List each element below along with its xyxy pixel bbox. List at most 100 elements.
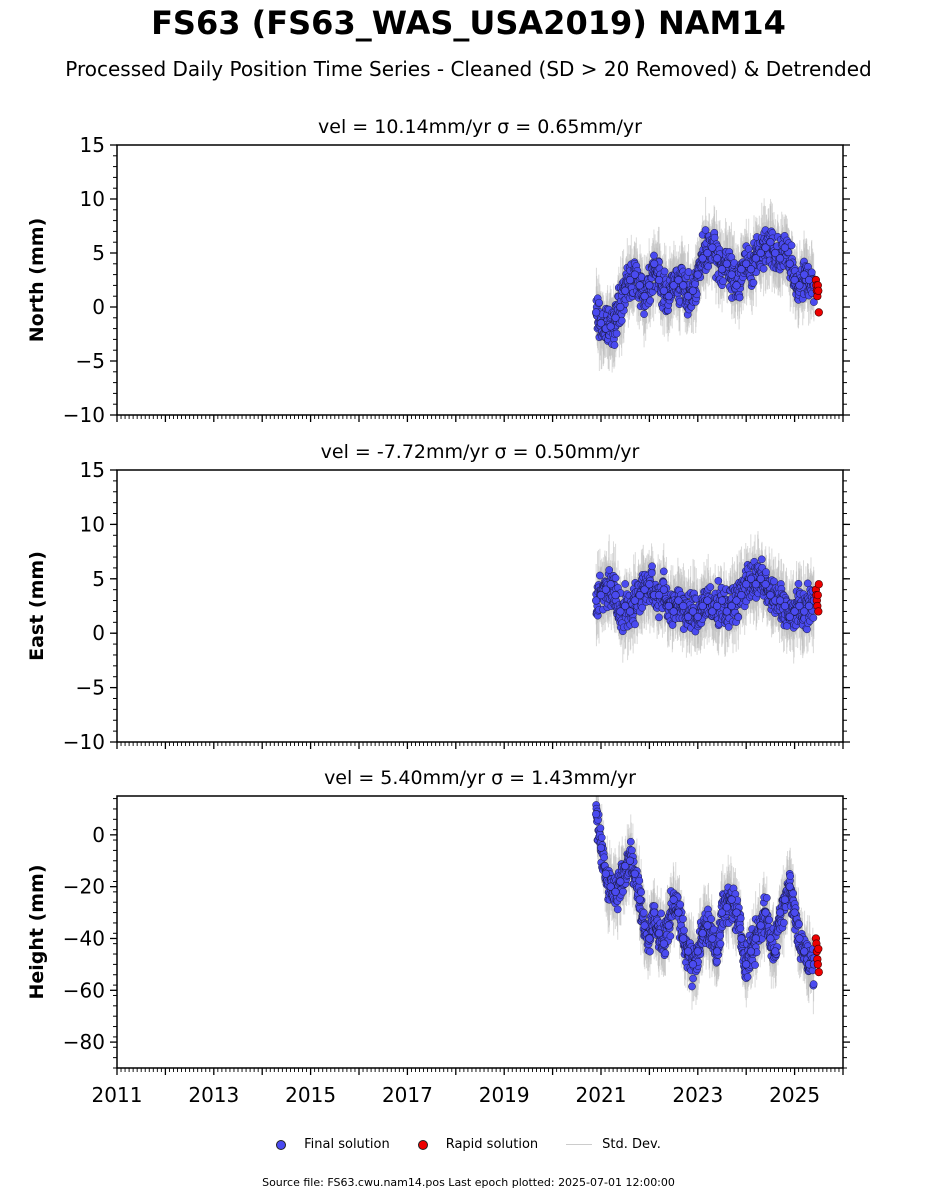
- final-solution-point: [638, 603, 647, 612]
- final-solution-point: [795, 281, 804, 290]
- final-solution-point: [646, 296, 655, 305]
- final-solution-point: [766, 591, 775, 600]
- final-solution-point: [713, 254, 722, 263]
- final-solution-point: [592, 308, 601, 317]
- final-solution-point: [771, 248, 780, 258]
- final-solution-point: [719, 277, 727, 286]
- final-solution-point: [708, 243, 717, 252]
- final-solution-point: [639, 908, 648, 917]
- final-solution-point: [698, 254, 707, 263]
- final-solution-point: [727, 270, 736, 279]
- final-solution-point: [613, 905, 622, 914]
- panel-title: vel = -7.72mm/yr σ = 0.50mm/yr: [321, 441, 640, 463]
- final-solution-point: [679, 281, 688, 290]
- final-solution-point: [635, 876, 644, 885]
- final-solution-point: [600, 853, 608, 862]
- y-tick-label: 15: [80, 458, 105, 482]
- chart-panel-height: vel = 5.40mm/yr σ = 1.43mm/yr Height (mm)…: [26, 767, 850, 1107]
- panel-title: vel = 5.40mm/yr σ = 1.43mm/yr: [324, 767, 636, 789]
- final-solution-point: [732, 596, 741, 605]
- rapid-solution-point: [813, 591, 822, 600]
- final-solution-point: [810, 298, 818, 306]
- final-solution-point: [648, 562, 656, 571]
- y-tick-label: 0: [92, 621, 105, 645]
- final-solution-point: [742, 259, 751, 268]
- final-solution-point: [751, 580, 760, 589]
- final-solution-point: [654, 591, 664, 600]
- final-solution-point: [734, 613, 743, 622]
- final-solution-point: [703, 248, 712, 258]
- rapid-solution-point: [814, 286, 823, 295]
- final-solution-point: [595, 298, 603, 307]
- final-solution-point: [809, 613, 818, 622]
- final-solution-point: [794, 579, 803, 588]
- final-solution-point: [640, 292, 649, 301]
- final-solution-point: [780, 601, 790, 611]
- final-solution-point: [635, 281, 644, 290]
- final-solution-point: [800, 607, 809, 616]
- final-solution-point: [611, 574, 620, 582]
- y-tick-label: 10: [80, 512, 105, 536]
- plot-area: [592, 796, 823, 1015]
- final-solution-point: [749, 278, 758, 287]
- final-solution-point: [800, 270, 809, 279]
- final-solution-point: [601, 585, 610, 594]
- final-solution-point: [688, 607, 698, 616]
- final-solution-point: [669, 281, 678, 290]
- y-axis-label: Height (mm): [26, 864, 48, 999]
- final-solution-point: [621, 286, 630, 295]
- final-solution-point: [679, 601, 688, 611]
- final-solution-point: [742, 580, 751, 589]
- y-tick-label: −10: [63, 730, 105, 754]
- final-solution-point: [657, 909, 665, 918]
- final-solution-point: [701, 226, 710, 234]
- final-solution-point: [627, 846, 636, 855]
- final-solution-point: [640, 585, 649, 594]
- final-solution-point: [616, 302, 625, 312]
- final-solution-point: [787, 241, 796, 250]
- final-solution-point: [596, 591, 606, 600]
- final-solution-point: [751, 254, 760, 263]
- final-solution-point: [693, 612, 702, 621]
- final-solution-point: [722, 607, 731, 616]
- y-tick-label: 0: [92, 295, 105, 319]
- final-solution-point: [669, 607, 678, 616]
- final-solution-point: [706, 583, 715, 591]
- final-solution-point: [631, 620, 639, 629]
- final-solution-point: [737, 591, 746, 600]
- final-solution-point: [674, 596, 683, 605]
- final-solution-point: [650, 259, 659, 268]
- final-solution-point: [659, 286, 669, 295]
- final-solution-point: [625, 607, 635, 616]
- figure-subtitle: Processed Daily Position Time Series - C…: [65, 57, 872, 81]
- y-axis-label: East (mm): [26, 551, 48, 661]
- final-solution-point: [704, 262, 713, 271]
- y-tick-label: 5: [92, 241, 105, 265]
- final-solution-point: [795, 601, 804, 611]
- final-solution-point: [698, 601, 707, 611]
- y-tick-label: 10: [80, 187, 105, 211]
- final-solution-point: [660, 267, 669, 276]
- final-solution-point: [713, 601, 722, 611]
- final-solution-point: [674, 275, 683, 285]
- final-solution-point: [621, 580, 630, 588]
- final-solution-point: [645, 580, 654, 589]
- final-solution-point: [757, 555, 766, 564]
- final-solution-point: [630, 596, 639, 605]
- final-solution-point: [606, 322, 615, 331]
- final-solution-point: [759, 264, 768, 273]
- rapid-solution-point: [814, 308, 823, 317]
- final-solution-point: [621, 601, 630, 611]
- y-tick-label: −10: [63, 403, 105, 427]
- final-solution-point: [616, 607, 625, 616]
- final-solution-point: [637, 888, 645, 897]
- final-solution-point: [785, 259, 794, 268]
- panel-title: vel = 10.14mm/yr σ = 0.65mm/yr: [318, 116, 642, 138]
- final-solution-point: [655, 613, 663, 622]
- final-solution-point: [735, 293, 744, 302]
- plot-area: [592, 531, 823, 664]
- final-solution-point: [606, 580, 615, 589]
- chart-panel-north: vel = 10.14mm/yr σ = 0.65mm/yr North (mm)…: [26, 116, 850, 427]
- final-solution-point: [737, 265, 746, 274]
- y-tick-label: 15: [80, 133, 105, 157]
